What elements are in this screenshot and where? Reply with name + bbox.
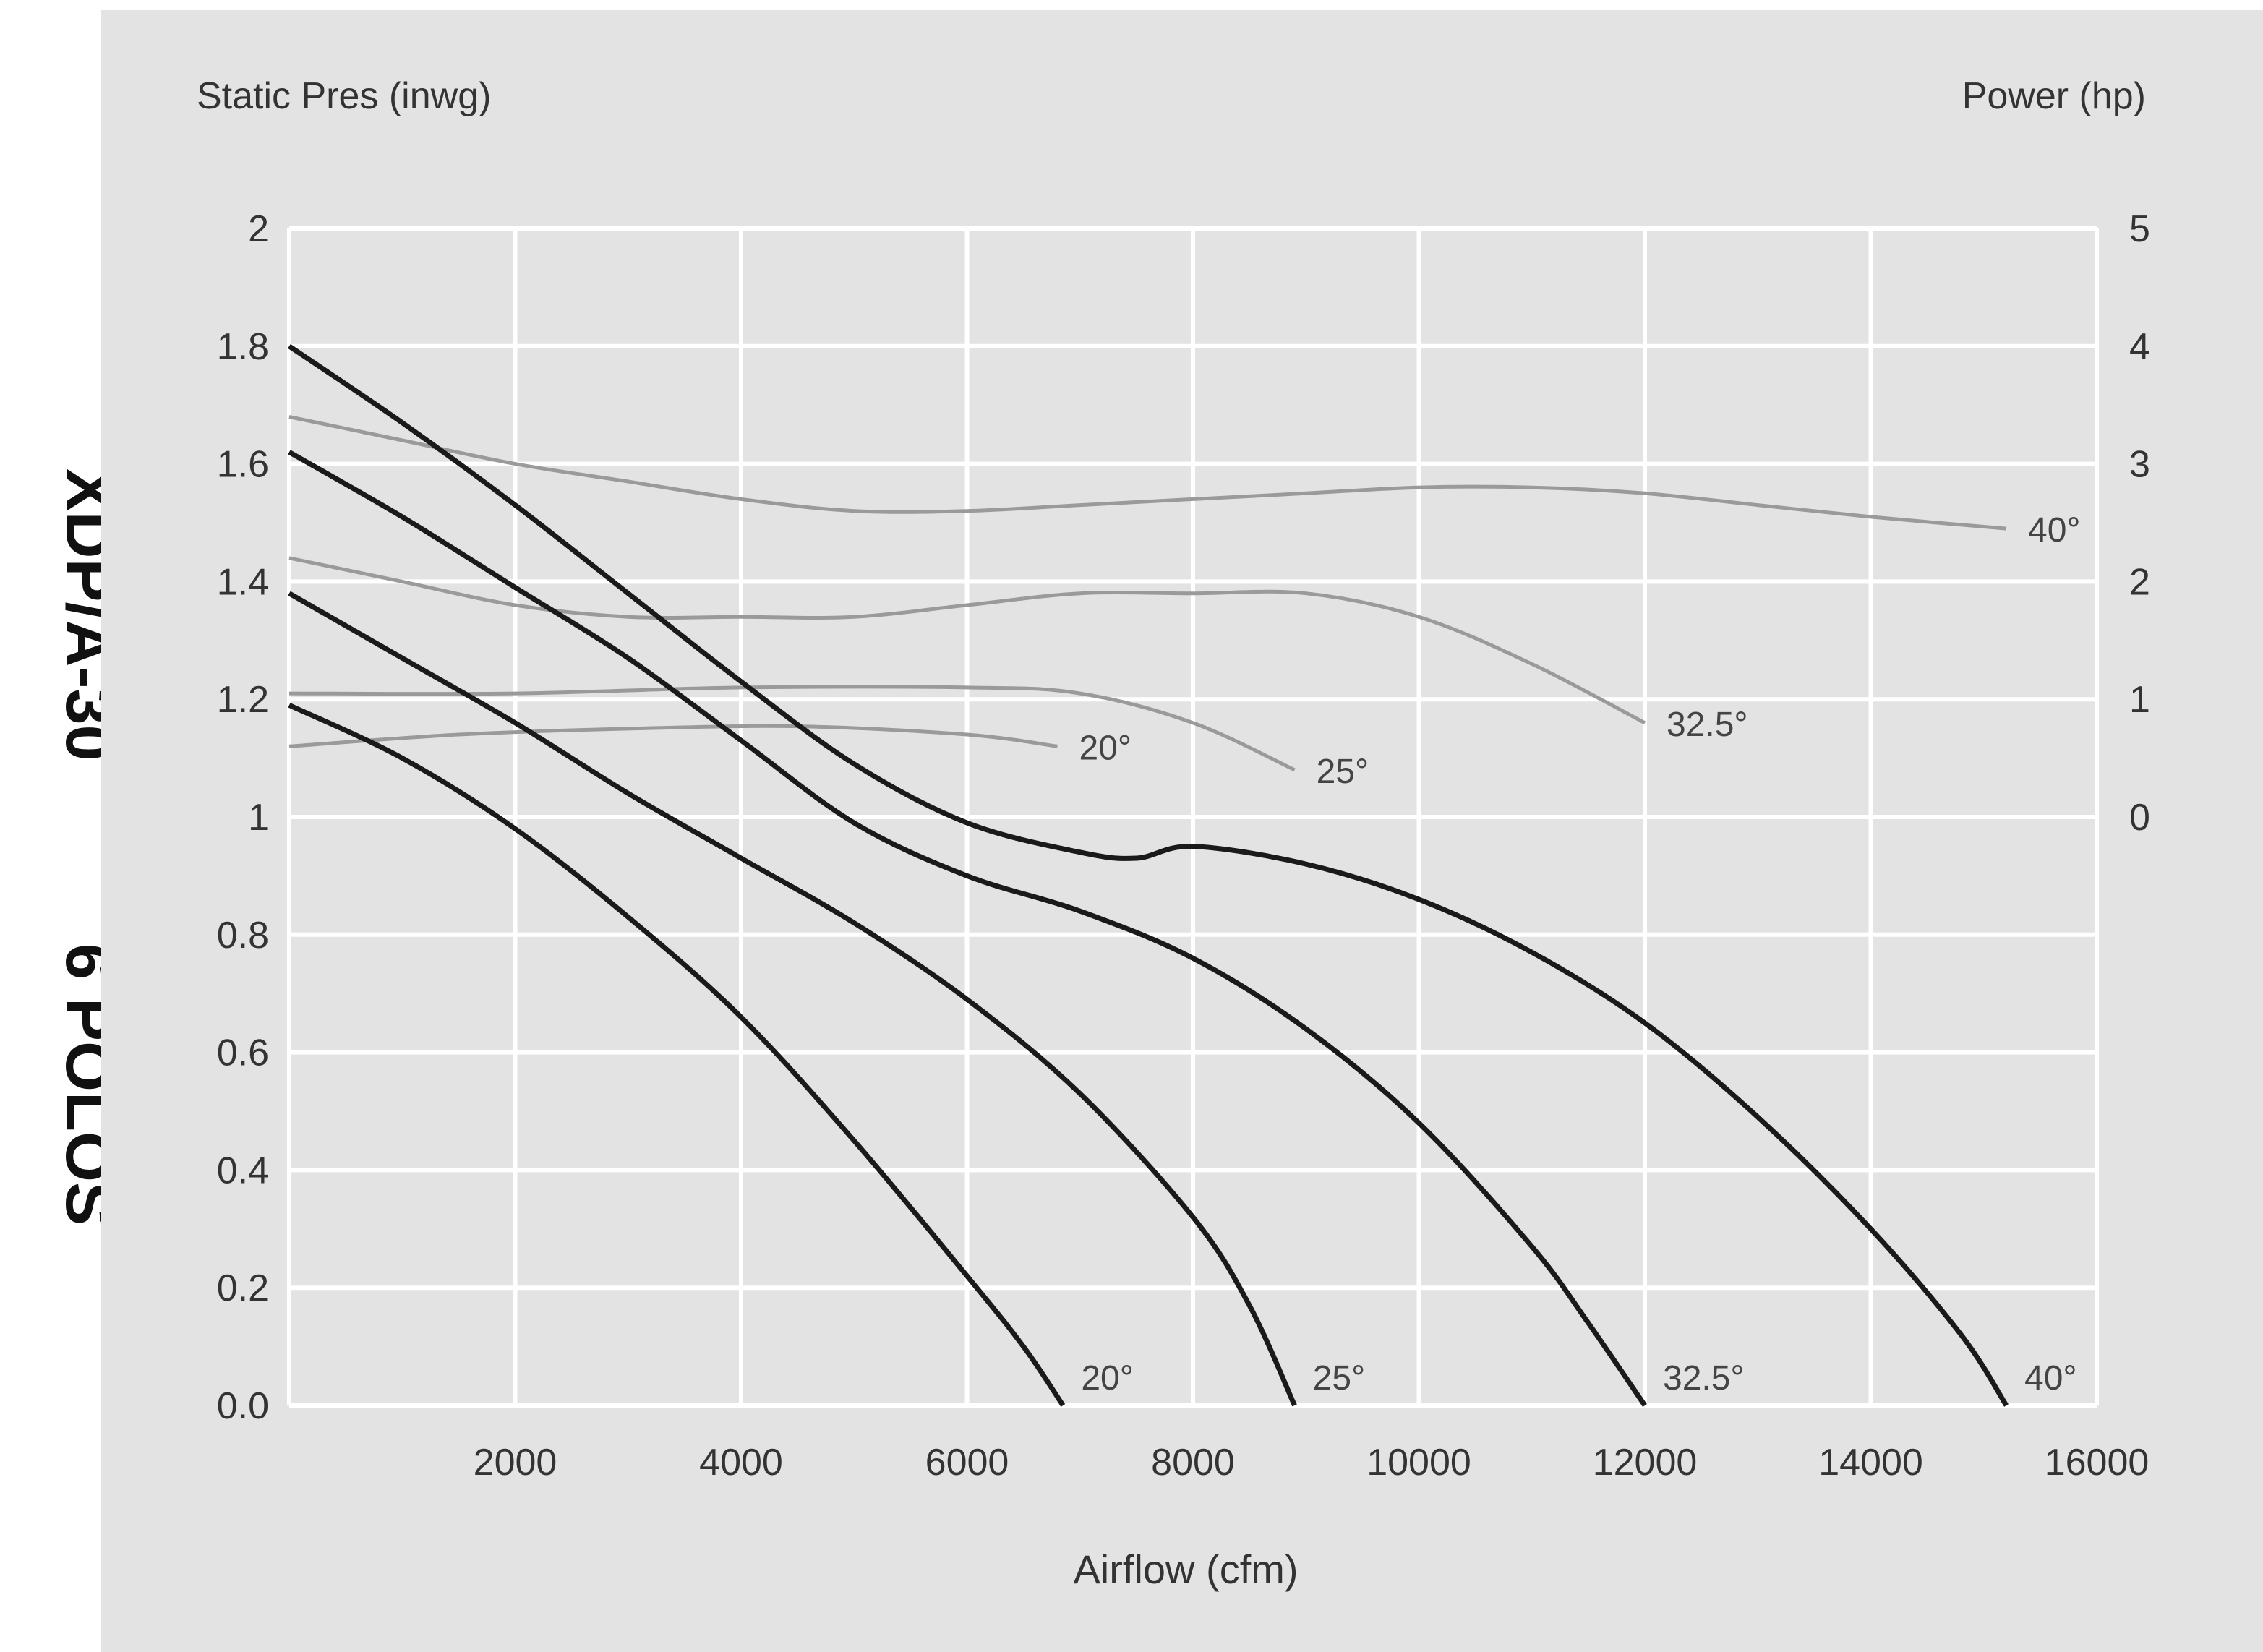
power-curve-label: 25°: [1317, 753, 1369, 791]
x-tick-label: 6000: [925, 1442, 1009, 1484]
pressure-curve-label: 20°: [1081, 1359, 1134, 1398]
x-tick-label: 4000: [699, 1442, 783, 1484]
y-tick-label: 1.6: [217, 444, 269, 486]
x-axis-title: Airflow (cfm): [1073, 1546, 1298, 1592]
y-tick-label: 1: [248, 797, 269, 839]
series-labels: 20° 25° 32.5° 40° 20° 25° 32.5° 40°: [1079, 511, 2081, 1398]
pressure-lines: [288, 343, 2009, 1407]
y-tick-label: 2: [248, 208, 269, 250]
pressure-curve: [288, 591, 1297, 1407]
x-tick-label: 10000: [1366, 1442, 1471, 1484]
y2-tick-label: 5: [2129, 208, 2150, 250]
pressure-curve-label: 40°: [2024, 1359, 2077, 1398]
power-curve-label: 20°: [1079, 729, 1132, 767]
poles-title: 6 POLOS: [52, 943, 101, 1225]
pressure-curve: [288, 343, 2009, 1407]
y-axis-title: Static Pres (inwg): [197, 75, 491, 117]
power-curve-label: 32.5°: [1667, 706, 1748, 744]
y-tick-label: 0.2: [217, 1267, 269, 1309]
x-tick-label: 2000: [474, 1442, 557, 1484]
pressure-curve-label: 25°: [1313, 1359, 1366, 1398]
power-curve: [288, 724, 1058, 748]
y-tick-label: 1.4: [217, 561, 269, 603]
y-tick-label: 0.6: [217, 1032, 269, 1074]
grid: [287, 226, 2099, 1408]
power-curve: [288, 415, 2007, 531]
pressure-curve: [288, 703, 1066, 1407]
y-tick-label: 0.4: [217, 1150, 269, 1191]
x-tick-label: 8000: [1151, 1442, 1235, 1484]
pressure-curve: [288, 450, 1647, 1407]
y2-tick-label: 3: [2129, 444, 2150, 486]
y2-tick-label: 0: [2129, 797, 2150, 839]
y2-axis-title: Power (hp): [1962, 75, 2146, 117]
power-lines: [288, 415, 2007, 772]
y2-tick-label: 2: [2129, 561, 2150, 603]
tick-labels: 0.0 0.2 0.4 0.6 0.8 1 1.2 1.4 1.6 1.8 2 0 1 2 3 4 5 2000 4…: [217, 208, 2150, 1484]
x-tick-label: 12000: [1593, 1442, 1698, 1484]
y-tick-label: 0.0: [217, 1385, 269, 1427]
y2-tick-label: 4: [2129, 326, 2150, 368]
side-title: XDP/A-30 6 POLOS: [52, 468, 101, 1225]
power-curve: [288, 556, 1646, 725]
x-tick-label: 14000: [1818, 1442, 1923, 1484]
power-curve: [288, 685, 1296, 772]
y2-tick-label: 1: [2129, 679, 2150, 721]
x-tick-label: 16000: [2045, 1442, 2149, 1484]
y-tick-label: 1.8: [217, 326, 269, 368]
pressure-curve-label: 32.5°: [1663, 1359, 1745, 1398]
power-curve-label: 40°: [2028, 511, 2081, 549]
model-title: XDP/A-30: [52, 468, 101, 761]
y-tick-label: 1.2: [217, 679, 269, 721]
y-tick-label: 0.8: [217, 915, 269, 956]
